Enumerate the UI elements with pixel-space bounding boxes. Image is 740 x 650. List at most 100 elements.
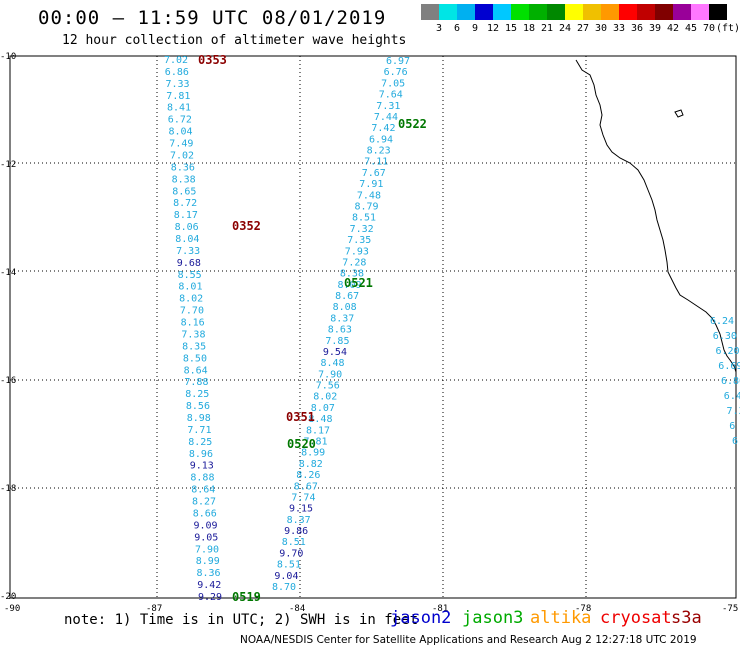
wave-height-value: 7.38 <box>181 330 205 341</box>
lat-lon-grid <box>10 56 736 598</box>
wave-height-value: 6 <box>729 421 735 432</box>
lon-label: -81 <box>432 604 449 614</box>
scale-swatch <box>547 4 565 20</box>
wave-height-value: 8.56 <box>186 401 210 412</box>
wave-height-value: 8.82 <box>299 459 323 470</box>
footer-credit: NOAA/NESDIS Center for Satellite Applica… <box>240 634 697 646</box>
wave-height-value: 8.99 <box>196 556 220 567</box>
scale-label: 42 <box>666 23 680 34</box>
wave-height-value: 8.79 <box>355 202 379 213</box>
pass-time-label: 0521 <box>344 276 373 290</box>
satellite-jason3: jason3 <box>462 608 524 628</box>
lat-label: -12 <box>0 160 17 170</box>
lat-label: -10 <box>0 52 17 62</box>
wave-height-value: 7.70 <box>180 306 204 317</box>
scale-swatch <box>511 4 529 20</box>
scale-label: 33 <box>612 23 626 34</box>
wave-height-value: 9.04 <box>274 571 298 582</box>
map-title: 00:00 — 11:59 UTC 08/01/2019 <box>38 7 387 29</box>
wave-height-value: 8.38 <box>172 174 196 185</box>
lat-label: -20 <box>0 592 17 602</box>
lon-label: -90 <box>4 604 21 614</box>
wave-height-value: 7.33 <box>166 79 190 90</box>
note-text: note: 1) Time is in UTC; 2) SWH is in fe… <box>64 612 419 628</box>
wave-height-value: 8.64 <box>184 365 208 376</box>
wave-height-value: 9.05 <box>194 532 218 543</box>
wave-height-value: 6.4 <box>724 391 740 402</box>
wave-height-value: 7.33 <box>176 246 200 257</box>
wave-height-value: 7.44 <box>374 112 398 123</box>
wave-height-value: 6.69 <box>718 361 740 372</box>
wave-height-value: 6.24 <box>710 316 734 327</box>
wave-height-value: 8.70 <box>272 582 296 593</box>
wave-height-value: 6.80 <box>721 376 740 387</box>
wave-height-value: 7.31 <box>376 101 400 112</box>
wave-height-value: 7.56 <box>316 381 340 392</box>
coastline <box>575 59 737 373</box>
wave-height-value: 8.67 <box>335 291 359 302</box>
satellite-jason2: jason2 <box>390 608 452 628</box>
wave-height-value: 7.91 <box>359 179 383 190</box>
wave-height-value: 8.51 <box>282 537 306 548</box>
wave-height-value: 8.36 <box>197 568 221 579</box>
scale-label: 9 <box>471 23 479 34</box>
wave-height-value: 8.96 <box>189 449 213 460</box>
wave-height-value: 9.68 <box>177 258 201 269</box>
wave-height-value: 8.98 <box>187 413 211 424</box>
scale-swatch <box>493 4 511 20</box>
wave-height-value: 8.23 <box>367 146 391 157</box>
pass-time-label: 0520 <box>287 437 316 451</box>
wave-height-value: 8.64 <box>191 485 215 496</box>
wave-height-value: 7.90 <box>318 369 342 380</box>
wave-height-value: 9.70 <box>279 548 303 559</box>
lon-label: -84 <box>289 604 306 614</box>
scale-label: 18 <box>522 23 536 34</box>
wave-height-value: 7.88 <box>184 377 208 388</box>
scale-label: 24 <box>558 23 572 34</box>
wave-height-value: 9.13 <box>190 461 214 472</box>
island <box>674 109 684 118</box>
wave-height-value: 8.55 <box>178 270 202 281</box>
wave-height-value: 7.81 <box>304 437 328 448</box>
wave-height-value: 8.17 <box>174 210 198 221</box>
lon-label: -75 <box>722 604 739 614</box>
satellite-altika: altika <box>530 608 592 628</box>
wave-height-value: 8.35 <box>182 341 206 352</box>
wave-height-value: 8.66 <box>193 509 217 520</box>
wave-height-value: 7.71 <box>187 425 211 436</box>
wave-height-value: 9.86 <box>284 526 308 537</box>
wave-height-value: 7.02 <box>164 55 188 66</box>
wave-height-value: 7.49 <box>169 139 193 150</box>
wave-height-value: 8.16 <box>181 318 205 329</box>
wave-height-value: 7.64 <box>379 90 403 101</box>
wave-height-value: 7.28 <box>342 257 366 268</box>
wave-height-value: 9.15 <box>289 504 313 515</box>
wave-height-value: 7.48 <box>357 190 381 201</box>
wave-height-value: 8.63 <box>328 325 352 336</box>
wave-height-value: 8.04 <box>169 127 193 138</box>
wave-height-value: 6.94 <box>369 134 393 145</box>
scale-label: 27 <box>576 23 590 34</box>
pass-time-label: 0519 <box>232 590 261 604</box>
scale-swatch <box>439 4 457 20</box>
scale-swatch <box>619 4 637 20</box>
wave-height-value: 7.32 <box>350 224 374 235</box>
scale-swatch <box>457 4 475 20</box>
wave-height-value: 7.90 <box>195 544 219 555</box>
wave-height-value: 8.37 <box>287 515 311 526</box>
wave-height-value: 6.20 <box>716 346 740 357</box>
lon-label: -78 <box>575 604 592 614</box>
wave-height-value: 8.08 <box>333 302 357 313</box>
wave-height-value: 8.50 <box>183 353 207 364</box>
wave-height-value: 7.81 <box>166 91 190 102</box>
wave-height-value: 8.36 <box>171 162 195 173</box>
scale-swatch <box>529 4 547 20</box>
wave-height-value: 7.3 <box>727 406 740 417</box>
wave-height-value: 8.01 <box>178 282 202 293</box>
wave-height-value: 8.51 <box>277 560 301 571</box>
wave-height-value: 8.65 <box>172 186 196 197</box>
lat-label: -14 <box>0 268 17 278</box>
wave-height-value: 8.48 <box>308 414 332 425</box>
scale-swatch <box>637 4 655 20</box>
